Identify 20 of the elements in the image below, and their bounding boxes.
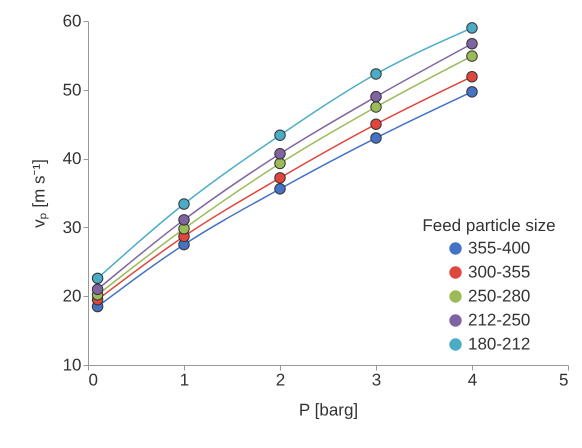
legend-label: 300-355 <box>468 262 530 282</box>
x-tick-label: 1 <box>180 370 190 390</box>
legend-label: 180-212 <box>468 334 530 354</box>
legend-label: 355-400 <box>468 238 530 258</box>
legend-title: Feed particle size <box>422 216 556 235</box>
x-tick-label: 5 <box>559 370 568 390</box>
y-tick-label: 50 <box>62 80 82 100</box>
y-tick-label: 20 <box>62 286 82 306</box>
x-tick-label: 3 <box>372 370 382 390</box>
y-tick-label: 40 <box>62 149 82 168</box>
y-tick-label: 30 <box>62 218 82 237</box>
x-axis-title: P [barg] <box>298 400 358 420</box>
y-tick-label: 60 <box>62 12 82 30</box>
x-tick-label: 4 <box>468 370 478 390</box>
y-tick-label: 10 <box>62 356 82 374</box>
legend-label: 212-250 <box>468 310 530 330</box>
y-axis-title: vₚ [m s⁻¹] <box>30 159 50 228</box>
legend-label: 250-280 <box>468 286 530 306</box>
x-tick-label: 2 <box>276 370 286 390</box>
x-tick-label: 0 <box>88 370 98 390</box>
